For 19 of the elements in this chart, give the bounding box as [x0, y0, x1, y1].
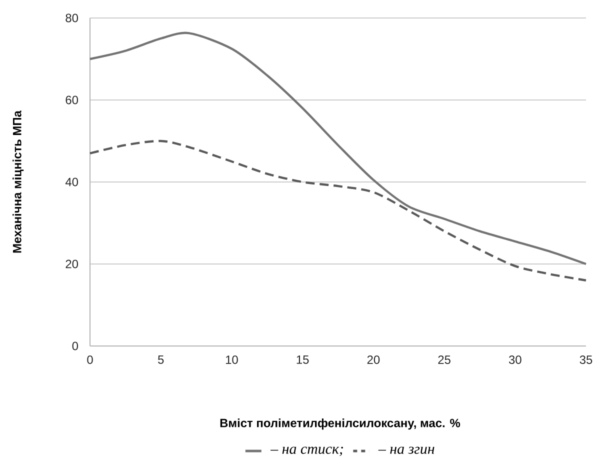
x-axis-title: Вміст поліметилфенілсилоксану, мас. %	[220, 418, 460, 430]
y-tick-label: 80	[66, 14, 78, 22]
y-tick-label: 0	[72, 342, 78, 350]
legend-label: – на стиск;	[270, 446, 343, 456]
y-tick-label: 60	[66, 96, 78, 104]
legend-label: – на згин	[378, 446, 434, 454]
y-tick-label: 40	[65, 178, 78, 186]
x-tick-label: 20	[367, 356, 380, 364]
x-tick-label: 35	[580, 356, 592, 364]
x-tick-label: 15	[296, 356, 309, 364]
line-series	[88, 32, 588, 266]
x-tick-label: 5	[158, 356, 164, 364]
x-tick-label: 0	[87, 356, 93, 364]
line-series	[88, 140, 588, 282]
y-axis-title: Механічна міцність МПа	[12, 110, 24, 253]
x-tick-label: 10	[226, 356, 238, 364]
x-tick-label: 25	[438, 356, 450, 364]
y-tick-label: 20	[66, 260, 78, 268]
x-tick-label: 30	[508, 356, 522, 364]
